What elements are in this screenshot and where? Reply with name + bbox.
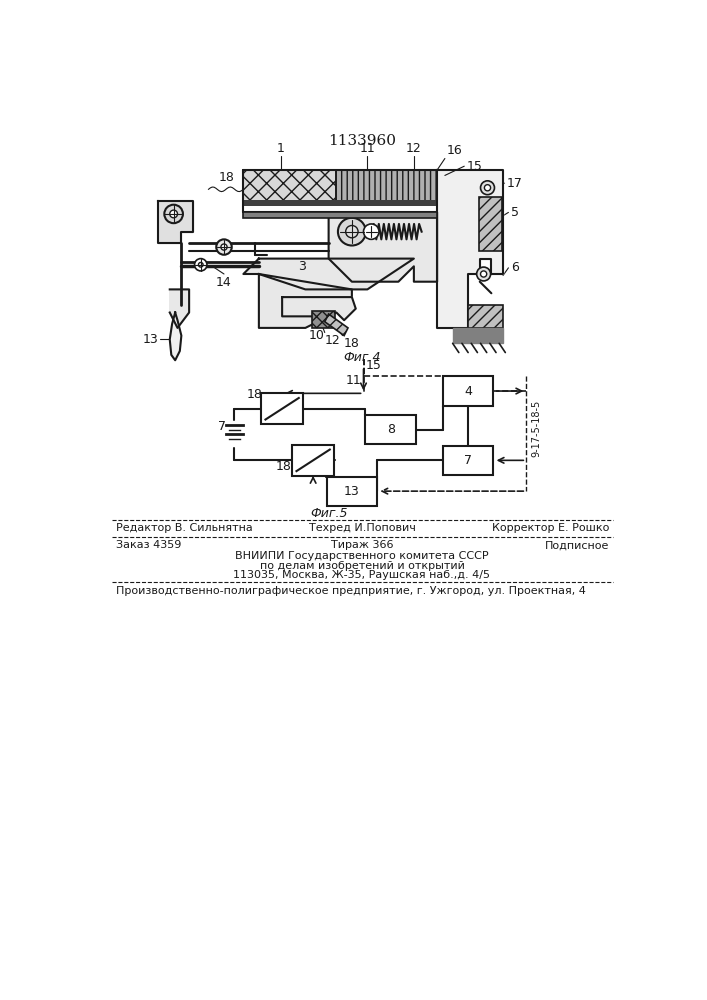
Bar bbox=[443, 446, 493, 475]
Bar bbox=[327, 477, 377, 506]
Bar bbox=[243, 212, 437, 218]
Text: 11: 11 bbox=[346, 374, 361, 387]
Bar bbox=[468, 305, 503, 328]
Text: 11: 11 bbox=[359, 142, 375, 155]
Bar bbox=[292, 445, 334, 476]
Polygon shape bbox=[329, 212, 437, 282]
Text: 1: 1 bbox=[315, 467, 322, 477]
Text: 17: 17 bbox=[507, 177, 522, 190]
Bar bbox=[312, 311, 335, 328]
Text: 6: 6 bbox=[510, 261, 519, 274]
Polygon shape bbox=[170, 289, 189, 328]
Text: 12: 12 bbox=[325, 334, 341, 347]
Bar bbox=[337, 170, 437, 201]
Bar bbox=[243, 200, 437, 206]
Circle shape bbox=[221, 244, 227, 250]
Text: 1: 1 bbox=[276, 142, 284, 155]
Text: 7: 7 bbox=[464, 454, 472, 467]
Circle shape bbox=[216, 239, 232, 255]
Bar bbox=[366, 415, 416, 444]
Text: 15: 15 bbox=[366, 359, 382, 372]
Polygon shape bbox=[170, 312, 182, 360]
Circle shape bbox=[363, 224, 379, 239]
Text: ВНИИПИ Государственного комитета СССР: ВНИИПИ Государственного комитета СССР bbox=[235, 551, 489, 561]
Circle shape bbox=[477, 267, 491, 281]
Polygon shape bbox=[452, 328, 503, 343]
Bar bbox=[479, 197, 502, 251]
Circle shape bbox=[481, 271, 486, 277]
Polygon shape bbox=[158, 201, 193, 243]
Circle shape bbox=[164, 205, 183, 223]
Text: 18: 18 bbox=[276, 460, 291, 473]
Text: Заказ 4359: Заказ 4359 bbox=[115, 540, 181, 550]
Circle shape bbox=[170, 210, 177, 218]
Text: Тираж 366: Тираж 366 bbox=[331, 540, 393, 550]
Text: 15: 15 bbox=[467, 160, 482, 173]
Text: 9-17-5-18-5: 9-17-5-18-5 bbox=[532, 399, 542, 457]
Circle shape bbox=[346, 225, 358, 238]
Circle shape bbox=[481, 181, 494, 195]
Text: 18: 18 bbox=[218, 171, 234, 184]
Text: 8: 8 bbox=[387, 423, 395, 436]
Bar bbox=[443, 376, 493, 406]
Text: 13: 13 bbox=[344, 485, 360, 498]
Circle shape bbox=[338, 218, 366, 246]
Text: 14: 14 bbox=[293, 464, 309, 477]
Polygon shape bbox=[437, 170, 503, 328]
Text: 18: 18 bbox=[247, 388, 263, 401]
Text: 3: 3 bbox=[298, 260, 305, 273]
Circle shape bbox=[484, 185, 491, 191]
Bar bbox=[261, 393, 303, 424]
Text: Техред И.Попович: Техред И.Попович bbox=[308, 523, 416, 533]
Circle shape bbox=[199, 262, 203, 267]
Text: 7: 7 bbox=[218, 420, 226, 433]
Text: Производственно-полиграфическое предприятие, г. Ужгород, ул. Проектная, 4: Производственно-полиграфическое предприя… bbox=[115, 586, 585, 596]
Polygon shape bbox=[243, 259, 414, 289]
Circle shape bbox=[194, 259, 207, 271]
Text: 4: 4 bbox=[464, 385, 472, 398]
Text: 18: 18 bbox=[344, 337, 360, 350]
Text: Редактор В. Сильнятна: Редактор В. Сильнятна bbox=[115, 523, 252, 533]
Bar bbox=[243, 170, 337, 201]
Text: 113035, Москва, Ж-35, Раушская наб.,д. 4/5: 113035, Москва, Ж-35, Раушская наб.,д. 4… bbox=[233, 570, 491, 580]
Text: Фиг.5: Фиг.5 bbox=[310, 507, 347, 520]
Polygon shape bbox=[282, 297, 356, 320]
Text: Корректор Е. Рошко: Корректор Е. Рошко bbox=[492, 523, 609, 533]
Text: 13: 13 bbox=[142, 333, 158, 346]
Polygon shape bbox=[259, 274, 352, 328]
Text: 5: 5 bbox=[510, 206, 519, 219]
Text: 10: 10 bbox=[309, 329, 325, 342]
Text: 16: 16 bbox=[446, 144, 462, 157]
Text: 14: 14 bbox=[216, 276, 232, 289]
Text: по делам изобретений и открытий: по делам изобретений и открытий bbox=[259, 561, 464, 571]
Text: 1133960: 1133960 bbox=[328, 134, 396, 148]
Text: Фиг.4: Фиг.4 bbox=[343, 351, 380, 364]
Text: 12: 12 bbox=[406, 142, 422, 155]
Polygon shape bbox=[325, 314, 348, 336]
Text: Подписное: Подписное bbox=[545, 540, 609, 550]
